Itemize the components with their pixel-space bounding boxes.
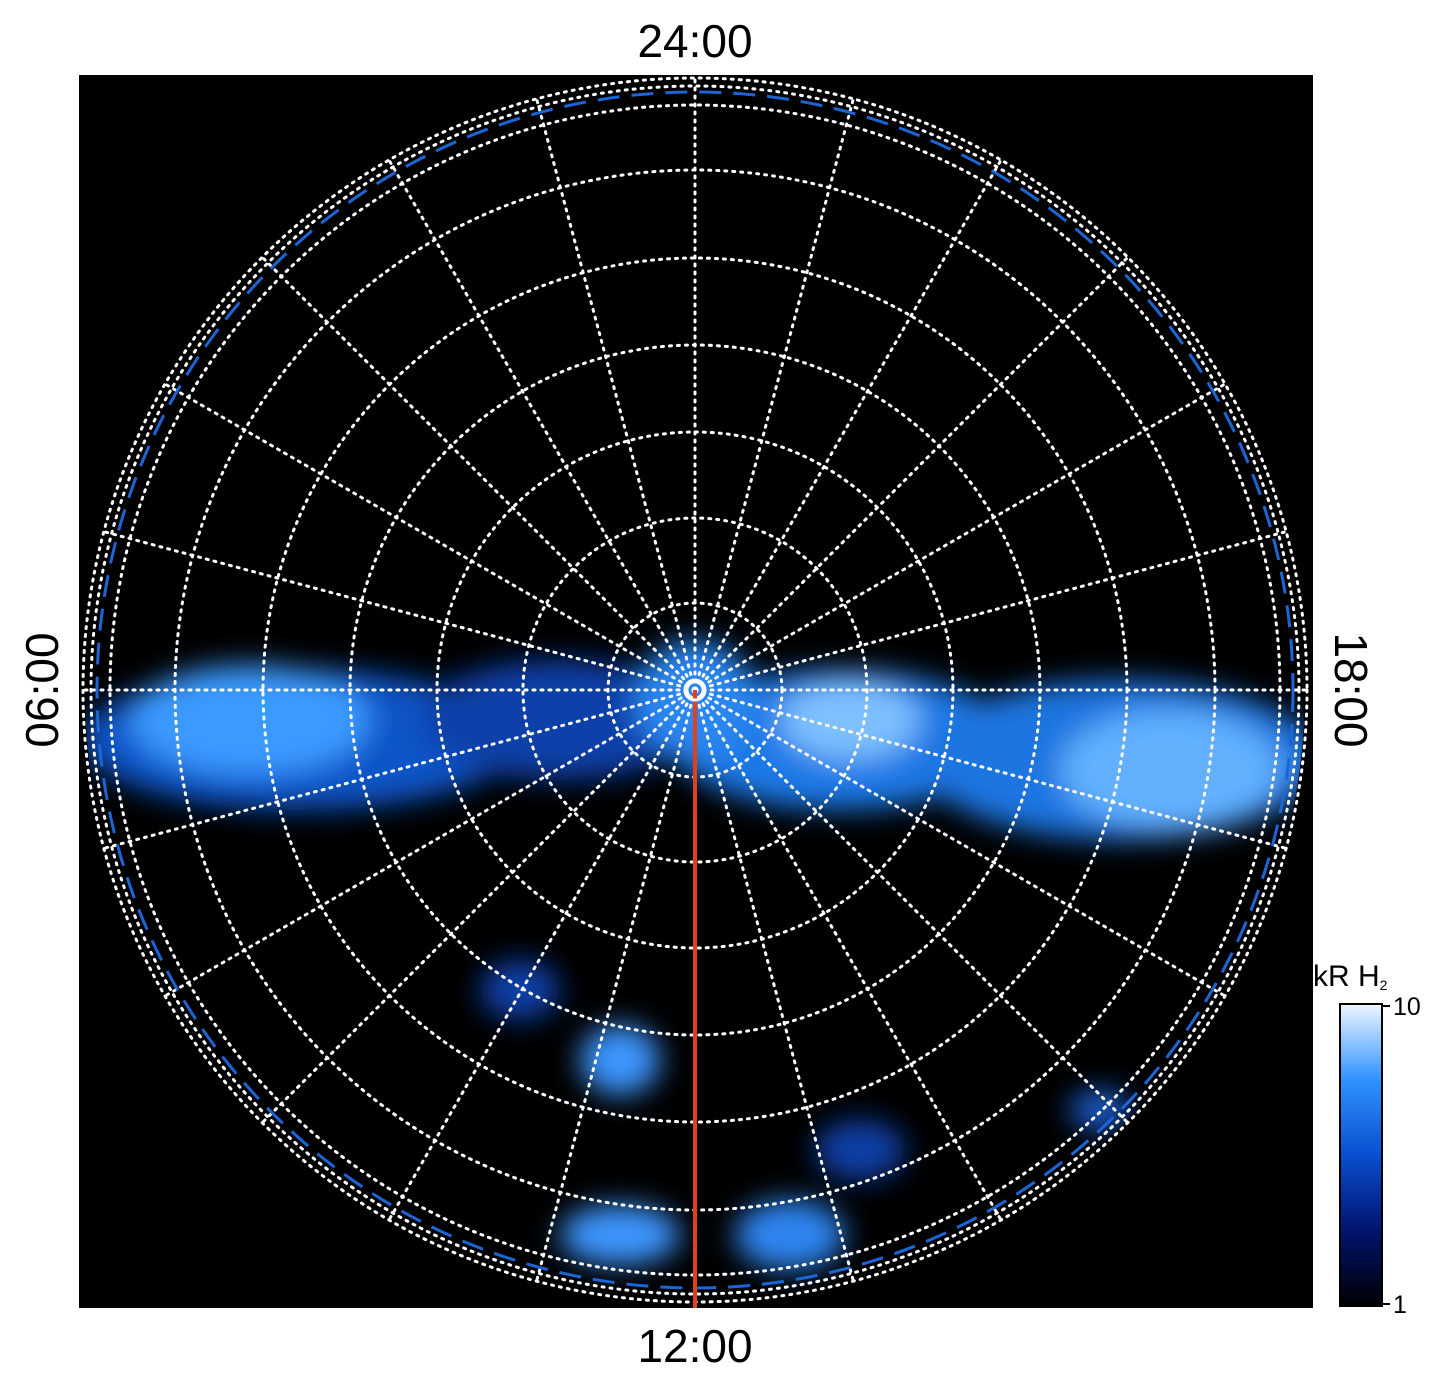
- meridian-line: [693, 158, 1003, 692]
- latitude-circle: [89, 84, 1301, 1296]
- meridian-line: [693, 688, 1227, 998]
- meridian-line: [535, 688, 697, 1283]
- meridian-line: [102, 530, 697, 692]
- meridian-line: [693, 530, 1288, 692]
- label-bottom: 12:00: [637, 1320, 752, 1372]
- label-right: 18:00: [1325, 632, 1377, 747]
- meridian-line: [693, 382, 1227, 692]
- meridian-line: [693, 97, 855, 692]
- meridian-line: [693, 688, 1003, 1222]
- colorbar-title-text: kR H: [1313, 960, 1380, 993]
- label-left: 06:00: [16, 632, 68, 747]
- colorbar: [1339, 1003, 1383, 1307]
- meridian-line: [163, 688, 697, 998]
- meridian-line: [102, 688, 697, 850]
- pole-marker: [683, 678, 707, 702]
- colorbar-ticks: 1 10: [1382, 993, 1421, 1319]
- meridian-line: [693, 688, 855, 1283]
- meridian-line: [693, 688, 1288, 850]
- meridian-line: [693, 255, 1130, 692]
- meridian-line: [387, 158, 697, 692]
- colorbar-title: kR H2: [1313, 960, 1388, 993]
- meridian-line: [535, 97, 697, 692]
- grid: [81, 76, 1309, 1304]
- label-top: 24:00: [637, 15, 752, 67]
- colorbar-tick-label: 1: [1393, 1291, 1407, 1319]
- emission: [85, 640, 1305, 1270]
- meridian-line: [693, 688, 1130, 1125]
- meridian-line: [163, 382, 697, 692]
- meridian-line: [260, 688, 697, 1125]
- latitude-circle: [521, 516, 869, 864]
- colorbar-tick-label: 10: [1393, 993, 1421, 1021]
- colorbar-subscript: 2: [1380, 977, 1388, 993]
- meridian-line: [387, 688, 697, 1222]
- meridian-line: [260, 255, 697, 692]
